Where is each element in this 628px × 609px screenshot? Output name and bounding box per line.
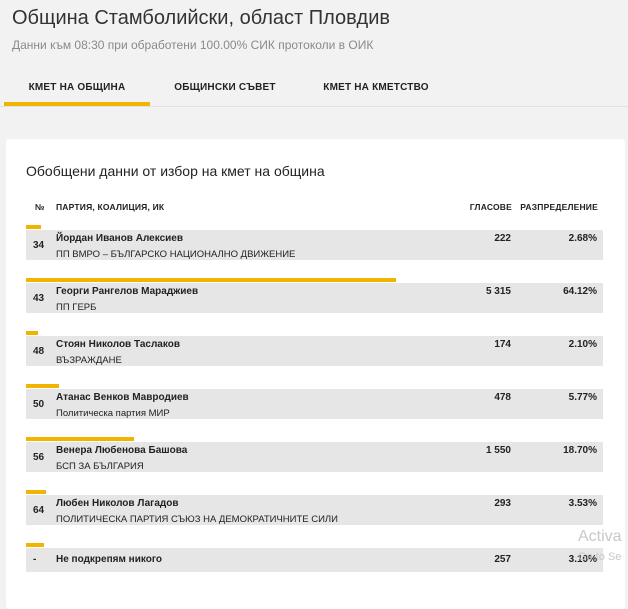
table-row: - Не подкрепям никого 257 3.10%: [26, 548, 603, 572]
vote-share-bar: [26, 437, 134, 441]
party-name: ПОЛИТИЧЕСКА ПАРТИЯ СЪЮЗ НА ДЕМОКРАТИЧНИТ…: [56, 514, 338, 525]
candidate-number: 50: [33, 399, 45, 410]
party-name: ПП ВМРО – БЪЛГАРСКО НАЦИОНАЛНО ДВИЖЕНИЕ: [56, 249, 296, 260]
party-name: Политическа партия МИР: [56, 408, 170, 419]
windows-activation-hint: Go to Se: [578, 551, 622, 563]
data-status-subtitle: Данни към 08:30 при обработени 100.00% С…: [12, 38, 374, 52]
votes-count: 174: [494, 339, 511, 350]
candidate-name: Георги Рангелов Мараджиев: [56, 286, 199, 297]
candidate-number: 43: [33, 293, 45, 304]
candidate-number: 56: [33, 452, 45, 463]
tab-mayor-municipality[interactable]: КМЕТ НА ОБЩИНА: [4, 76, 150, 106]
table-row: 34 Йордан Иванов Алексиев ПП ВМРО – БЪЛГАР…: [26, 230, 603, 260]
vote-share-bar: [26, 225, 41, 229]
vote-share-bar: [26, 331, 38, 335]
windows-activation-watermark: Activa: [578, 528, 622, 545]
candidate-number: 34: [33, 240, 45, 251]
tab-mayor-town-hall[interactable]: КМЕТ НА КМЕТСТВО: [323, 82, 429, 93]
candidate-name: Венера Любенова Башова: [56, 445, 188, 456]
vote-share-bar: [26, 278, 396, 282]
vote-percentage: 5.77%: [568, 392, 597, 403]
vote-percentage: 64.12%: [563, 286, 597, 297]
results-card: Обобщени данни от избор на кмет на общин…: [6, 139, 625, 609]
column-header-distribution: РАЗПРЕДЕЛЕНИЕ: [520, 202, 598, 212]
vote-share-bar: [26, 490, 46, 494]
votes-count: 1 550: [485, 445, 511, 456]
column-header-votes: ГЛАСОВЕ: [469, 202, 512, 212]
votes-count: 257: [494, 554, 511, 565]
candidate-name: Атанас Венков Мавродиев: [56, 392, 189, 403]
results-title: Обобщени данни от избор на кмет на общин…: [26, 163, 325, 179]
party-name: ВЪЗРАЖДАНЕ: [56, 355, 122, 366]
candidate-name: Не подкрепям никого: [56, 554, 162, 565]
votes-count: 478: [494, 392, 511, 403]
vote-percentage: 2.68%: [568, 233, 597, 244]
candidate-number: 48: [33, 346, 45, 357]
candidate-number: -: [33, 554, 37, 565]
column-header-party: ПАРТИЯ, КОАЛИЦИЯ, ИК: [56, 202, 165, 212]
candidate-number: 64: [33, 505, 45, 516]
party-name: БСП ЗА БЪЛГАРИЯ: [56, 461, 144, 472]
candidate-name: Стоян Николов Таслаков: [56, 339, 180, 350]
vote-percentage: 18.70%: [563, 445, 597, 456]
page-header: Община Стамболийски, област Пловдив Данн…: [12, 6, 390, 52]
votes-count: 5 315: [485, 286, 511, 297]
tab-municipal-council[interactable]: ОБЩИНСКИ СЪВЕТ: [174, 82, 276, 93]
column-header-number: №: [35, 202, 45, 212]
votes-count: 222: [494, 233, 511, 244]
vote-percentage: 3.53%: [568, 498, 597, 509]
votes-count: 293: [494, 498, 511, 509]
vote-percentage: 3.10%: [568, 554, 597, 565]
table-row: 43 Георги Рангелов Мараджиев ПП ГЕРБ 5 315 6…: [26, 283, 603, 313]
vote-share-bar: [26, 543, 44, 547]
tabs-divider: [0, 106, 628, 107]
table-row: 56 Венера Любенова Башова БСП ЗА БЪЛГАРИЯ 1…: [26, 442, 603, 472]
vote-share-bar: [26, 384, 59, 388]
vote-percentage: 2.10%: [568, 339, 597, 350]
table-row: 64 Любен Николов Лагадов ПОЛИТИЧЕСКА ПАРТИ…: [26, 495, 603, 525]
candidate-name: Йордан Иванов Алексиев: [56, 233, 184, 244]
candidate-name: Любен Николов Лагадов: [56, 498, 179, 509]
party-name: ПП ГЕРБ: [56, 302, 97, 313]
table-row: 50 Атанас Венков Мавродиев Политическа пар…: [26, 389, 603, 419]
election-tabs: КМЕТ НА ОБЩИНА ОБЩИНСКИ СЪВЕТ КМЕТ НА КМ…: [0, 76, 628, 106]
table-row: 48 Стоян Николов Таслаков ВЪЗРАЖДАНЕ 174 2.1…: [26, 336, 603, 366]
page-title: Община Стамболийски, област Пловдив: [12, 7, 391, 29]
